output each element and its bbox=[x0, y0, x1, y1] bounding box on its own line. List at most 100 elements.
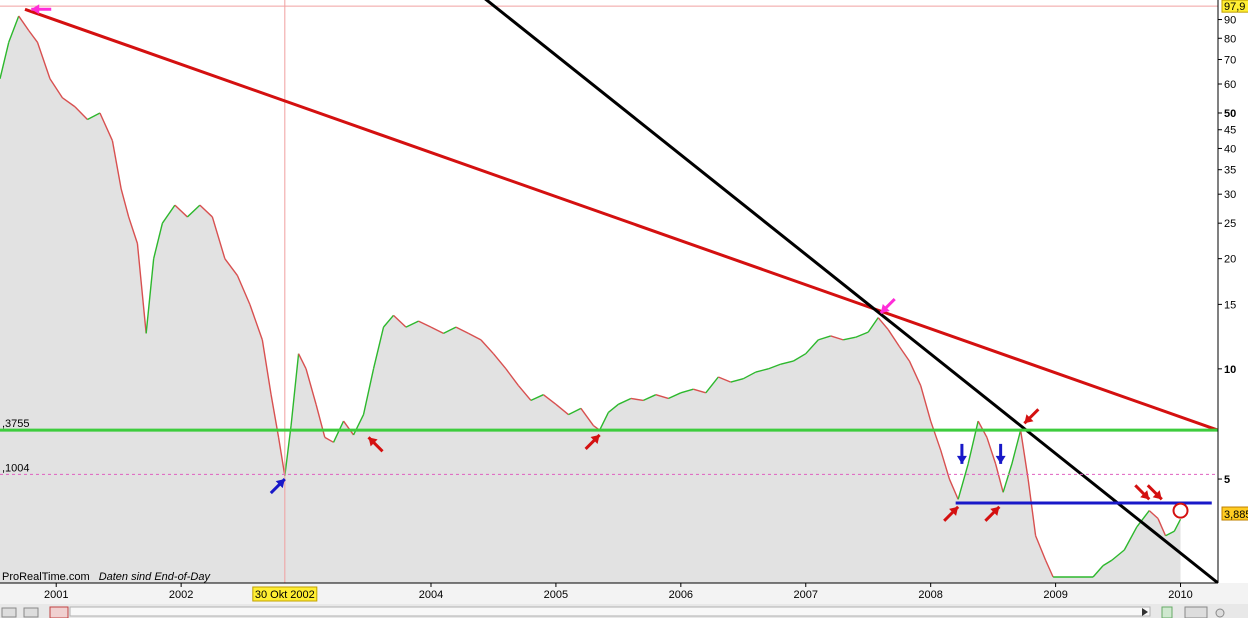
scroll-right-icon[interactable] bbox=[1142, 608, 1148, 616]
price-segment bbox=[580, 407, 594, 426]
price-segment bbox=[87, 112, 101, 121]
price-segment bbox=[136, 243, 147, 334]
price-segment bbox=[74, 106, 88, 120]
y-tick-label: 50 bbox=[1224, 108, 1236, 120]
x-tick-label: 2010 bbox=[1168, 589, 1192, 601]
x-tick-label: 2005 bbox=[544, 589, 568, 601]
price-segment bbox=[655, 394, 669, 400]
y-tick-label: 35 bbox=[1224, 165, 1236, 177]
price-segment bbox=[705, 376, 719, 394]
arrow-head bbox=[1140, 490, 1150, 500]
price-segment bbox=[1102, 559, 1113, 567]
price-segment bbox=[36, 42, 51, 80]
price-segment bbox=[877, 317, 889, 331]
price-segment bbox=[174, 204, 188, 218]
max-badge-bg bbox=[1221, 0, 1248, 13]
price-segment bbox=[643, 394, 657, 402]
y-tick-label: 45 bbox=[1224, 125, 1236, 137]
price-segment bbox=[607, 403, 619, 414]
price-segment bbox=[8, 15, 20, 43]
horizontal-scrollbar[interactable] bbox=[69, 606, 1151, 617]
print-icon[interactable] bbox=[23, 607, 39, 618]
y-axis: 90 80 70 60 50 45 40 35 30 25 20 15 10 5 97,9 3,885 bbox=[1217, 0, 1248, 583]
max-value-label: 97,9 bbox=[1224, 1, 1245, 13]
price-segment bbox=[1123, 526, 1138, 551]
annotation-arrow bbox=[1134, 484, 1151, 501]
price-segment bbox=[792, 353, 807, 362]
price-segment bbox=[211, 216, 226, 259]
crosshair-toggle-icon[interactable] bbox=[49, 606, 69, 618]
y-tick-label: 80 bbox=[1224, 33, 1236, 45]
price-segment bbox=[887, 329, 901, 348]
last-value-badge: 3,885 bbox=[1221, 506, 1248, 521]
price-segment bbox=[284, 425, 292, 476]
toolbar-button[interactable] bbox=[1, 607, 17, 618]
annotation-arrow bbox=[1023, 408, 1040, 425]
price-segment bbox=[382, 314, 395, 328]
price-segment bbox=[930, 420, 942, 451]
price-segment bbox=[1136, 510, 1150, 528]
price-segment bbox=[128, 216, 139, 244]
arrow-head bbox=[1024, 414, 1034, 424]
chart-type-icon[interactable] bbox=[1161, 606, 1173, 618]
price-segment bbox=[1002, 463, 1013, 493]
x-tick-label: 2002 bbox=[169, 589, 193, 601]
trend-lines: ,3755 ,1004 bbox=[0, 0, 1219, 585]
y-tick-label: 70 bbox=[1224, 54, 1236, 66]
price-area bbox=[0, 16, 1181, 583]
price-segment bbox=[1092, 565, 1104, 578]
y-tick-label: 40 bbox=[1224, 143, 1236, 155]
price-segment bbox=[99, 112, 114, 141]
arrow-head bbox=[590, 434, 600, 445]
price-segment bbox=[324, 436, 334, 443]
annotation-arrow bbox=[367, 436, 384, 453]
annotation-circle bbox=[1172, 502, 1189, 519]
price-segment bbox=[1034, 535, 1047, 561]
price-segment bbox=[186, 204, 201, 218]
x-tick-label: 2004 bbox=[419, 589, 443, 601]
arrow-head bbox=[990, 506, 1000, 516]
annotation-arrow bbox=[1146, 484, 1163, 501]
price-segment bbox=[630, 397, 644, 402]
y-tick-label: 5 bbox=[1224, 474, 1230, 486]
price-segment bbox=[805, 339, 819, 355]
x-tick-label: 2001 bbox=[44, 589, 68, 601]
price-segment bbox=[967, 420, 979, 465]
price-segment bbox=[62, 97, 76, 108]
y-tick-label: 10 bbox=[1224, 364, 1236, 376]
level-label: ,3755 bbox=[2, 418, 30, 430]
arrow-head bbox=[956, 455, 967, 464]
price-segment bbox=[730, 378, 744, 383]
price-segment bbox=[418, 320, 432, 328]
x-tick-label: 2006 bbox=[669, 589, 693, 601]
price-segment bbox=[305, 368, 317, 405]
price-segment bbox=[480, 339, 494, 355]
trend-line bbox=[24, 7, 1219, 432]
price-segment bbox=[443, 326, 457, 334]
price-segment bbox=[843, 336, 856, 341]
price-area-fill bbox=[0, 16, 1181, 583]
y-tick-label: 15 bbox=[1224, 299, 1236, 311]
price-segment bbox=[277, 437, 286, 477]
zoom-out-icon[interactable] bbox=[1215, 608, 1225, 618]
price-segment bbox=[249, 304, 263, 341]
price-segment bbox=[599, 412, 610, 431]
price-segment bbox=[555, 403, 569, 416]
price-segment bbox=[867, 317, 879, 333]
price-segment bbox=[830, 335, 844, 341]
zoom-reset-icon[interactable] bbox=[1184, 606, 1208, 618]
y-tick-label: 30 bbox=[1224, 189, 1236, 201]
annotation-arrow bbox=[879, 298, 896, 315]
arrow-head bbox=[31, 4, 40, 15]
price-segment bbox=[1019, 430, 1029, 480]
y-tick-label: 20 bbox=[1224, 254, 1236, 266]
max-value-badge: 97,9 bbox=[1221, 0, 1248, 13]
price-segment bbox=[1027, 478, 1037, 536]
price-segment bbox=[199, 204, 213, 218]
price-segment bbox=[780, 360, 794, 365]
arrow-head bbox=[1152, 490, 1162, 500]
y-tick-label: 60 bbox=[1224, 79, 1236, 91]
price-segment bbox=[898, 346, 911, 362]
crosshair-date-label: 30 Okt 2002 bbox=[255, 589, 315, 601]
price-segment bbox=[372, 326, 385, 370]
